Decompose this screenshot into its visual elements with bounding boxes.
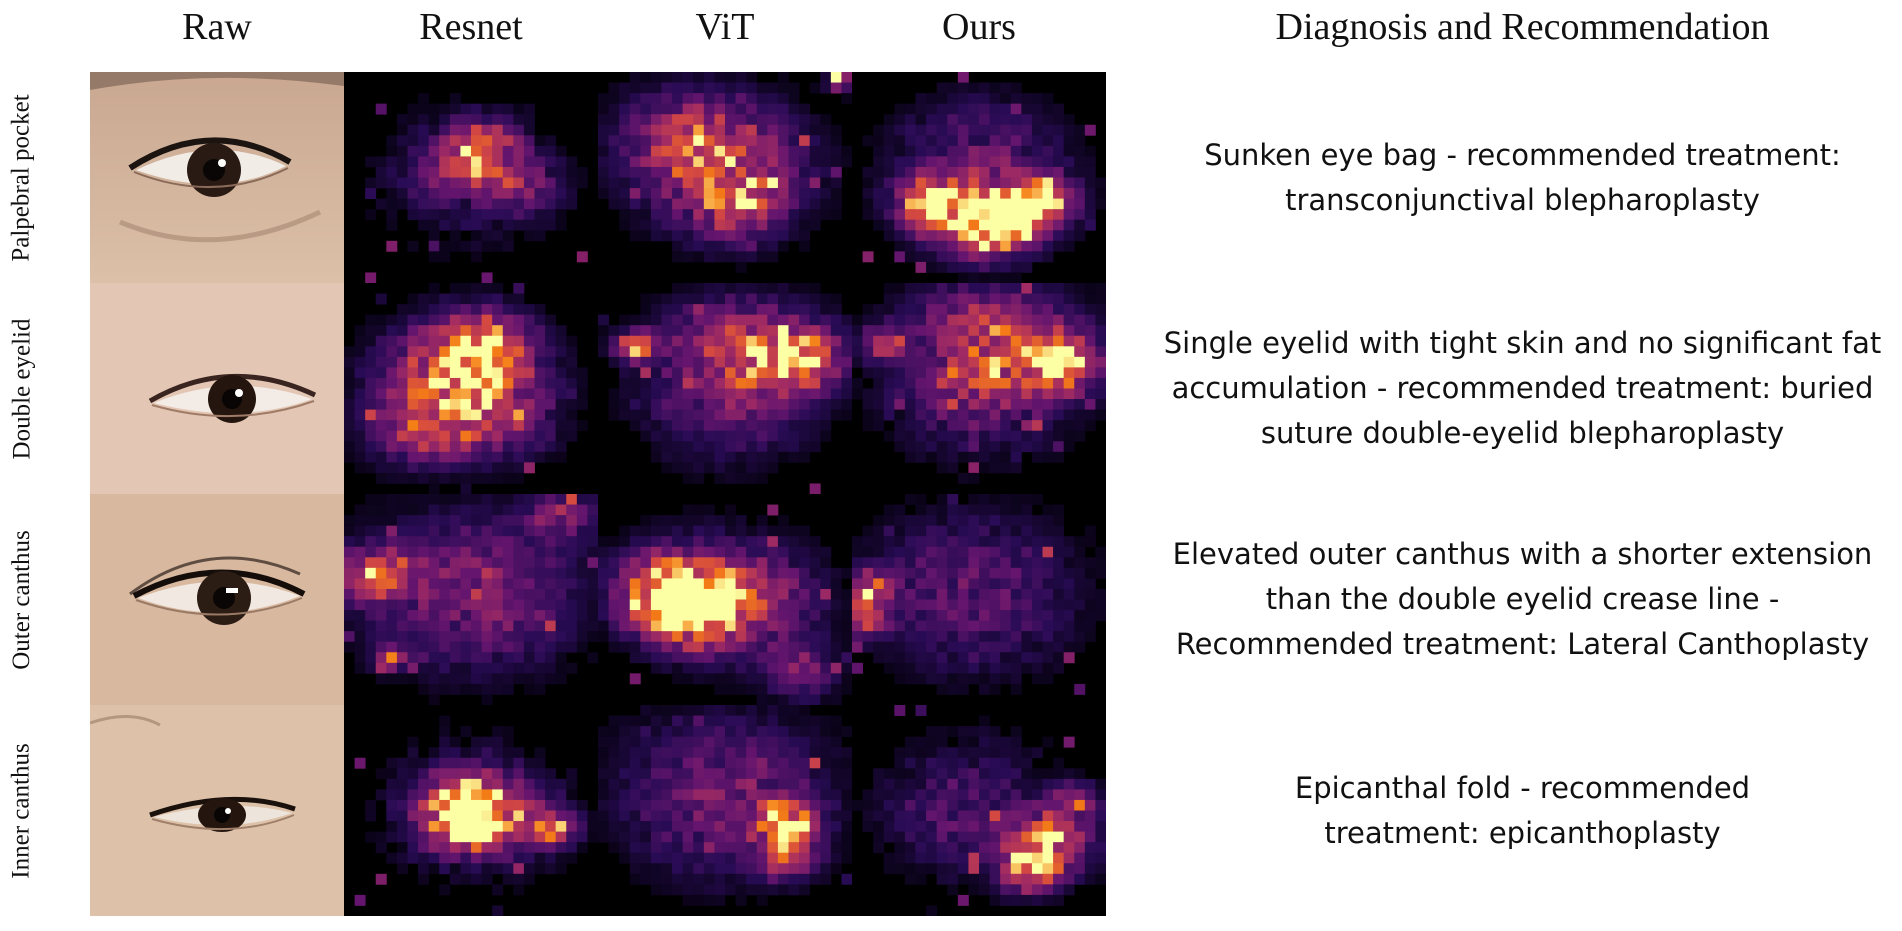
row-label-outer-canthus: Outer canthus <box>8 529 36 670</box>
heatmap-resnet-double-eyelid <box>344 283 598 494</box>
heatmap-grid <box>598 705 852 906</box>
diagnosis-palpebral-pocket: Sunken eye bag - recommended treatment: … <box>1204 137 1841 217</box>
heatmap-ours-palpebral-pocket <box>852 72 1106 283</box>
heatmap-grid <box>354 715 598 916</box>
heatmap-grid <box>852 283 1106 484</box>
eye-photo-palpebral-pocket <box>90 72 344 283</box>
eye-photo-double-eyelid <box>90 283 344 494</box>
heatmap-resnet-palpebral-pocket <box>344 72 598 283</box>
column-header-diagnosis: Diagnosis and Recommendation <box>1275 6 1770 48</box>
heatmap-vit-inner-canthus <box>598 705 852 916</box>
column-header-resnet: Resnet <box>419 6 523 48</box>
heatmap-ours-double-eyelid <box>852 283 1106 494</box>
row-label-inner-canthus: Inner canthus <box>8 742 35 879</box>
heatmap-vit-outer-canthus <box>598 494 852 705</box>
heatmap-grid <box>365 93 588 283</box>
heatmap-grid <box>598 72 852 273</box>
heatmap-grid <box>862 72 1106 283</box>
heatmap-ours-inner-canthus <box>852 705 1106 916</box>
column-header-ours: Ours <box>942 6 1016 48</box>
heatmap-ours-outer-canthus <box>852 494 1106 705</box>
eye-photo-inner-canthus <box>89 705 344 916</box>
heatmap-grid <box>344 494 598 705</box>
heatmap-grid <box>598 283 852 494</box>
heatmap-grid <box>852 705 1106 916</box>
heatmap-vit-double-eyelid <box>598 283 852 494</box>
heatmap-grid <box>598 504 852 705</box>
heatmap-grid <box>344 283 588 494</box>
heatmap-grid <box>852 494 1106 695</box>
row-label-palpebral-pocket: Palpebral pocket <box>8 93 35 262</box>
eye-photo-outer-canthus <box>90 494 344 705</box>
heatmap-resnet-inner-canthus <box>344 705 598 916</box>
diagnosis-inner-canthus: Epicanthal fold - recommended treatment:… <box>1294 770 1751 850</box>
column-header-vit: ViT <box>695 6 755 48</box>
heatmap-resnet-outer-canthus <box>344 494 598 705</box>
row-label-double-eyelid: Double eyelid <box>8 318 35 459</box>
diagnosis-double-eyelid: Single eyelid with tight skin and no sig… <box>1163 326 1882 450</box>
column-header-raw: Raw <box>182 6 252 48</box>
heatmap-vit-palpebral-pocket <box>598 72 852 283</box>
diagnosis-outer-canthus: Elevated outer canthus with a shorter ex… <box>1172 537 1873 661</box>
